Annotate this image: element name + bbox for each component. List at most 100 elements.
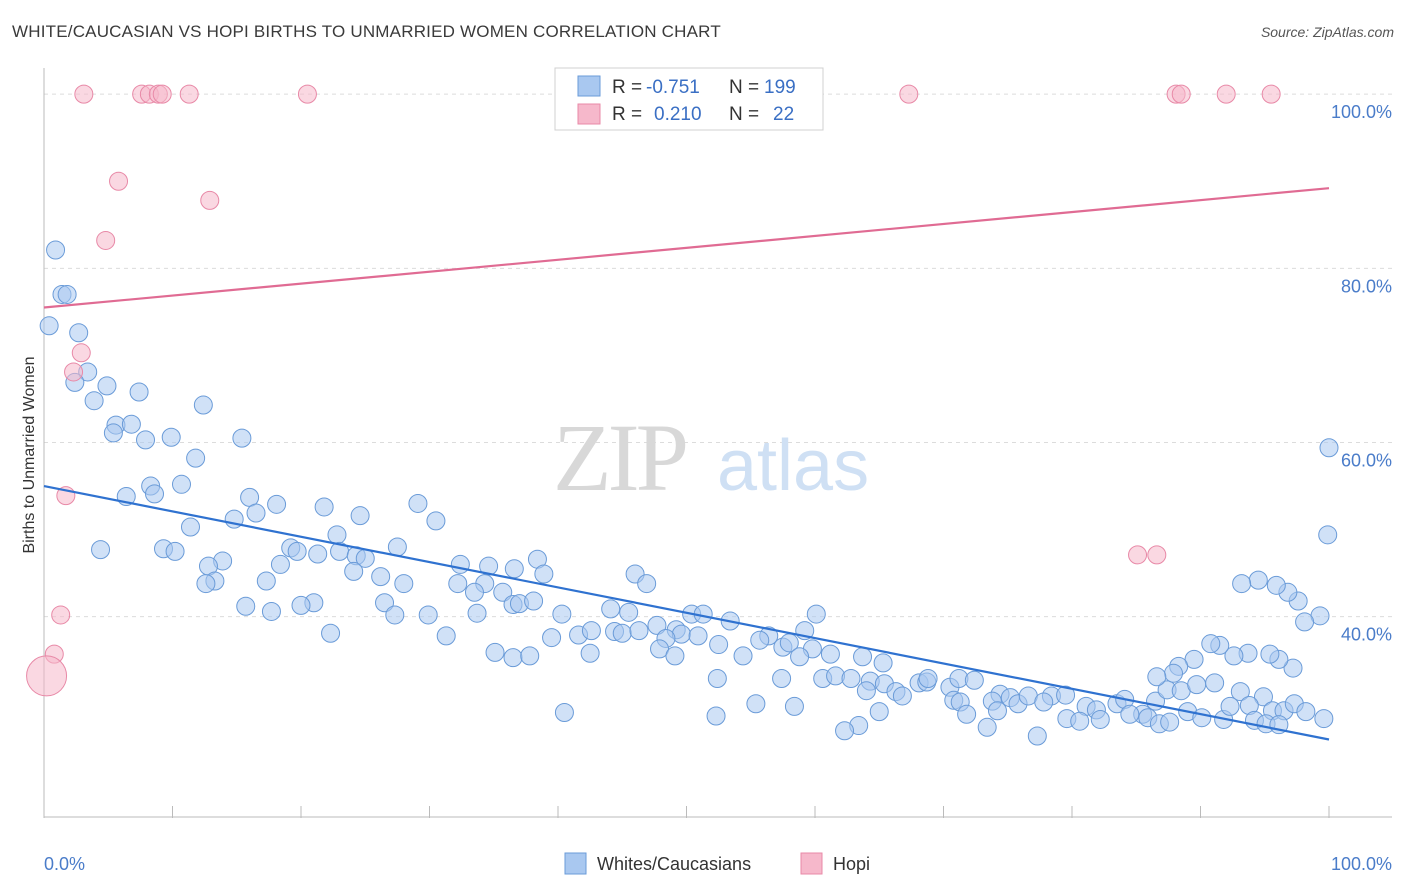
whites-point <box>612 623 632 643</box>
whites-point <box>193 395 213 415</box>
whites-point <box>772 669 792 689</box>
y-tick-label: 40.0% <box>1341 625 1392 645</box>
whites-point <box>1230 682 1250 702</box>
whites-point <box>534 564 554 584</box>
whites-point <box>629 621 649 641</box>
stats-legend-r-label-whites: R = <box>612 77 642 98</box>
whites-trend-line <box>43 484 1330 741</box>
whites-point <box>873 653 893 673</box>
whites-point <box>467 603 487 623</box>
whites-point <box>892 686 912 706</box>
chart-title: WHITE/CAUCASIAN VS HOPI BIRTHS TO UNMARR… <box>12 22 721 41</box>
whites-point <box>485 642 505 662</box>
whites-point <box>426 511 446 531</box>
whites-point <box>504 559 524 579</box>
whites-point <box>977 717 997 737</box>
whites-point <box>136 430 156 450</box>
whites-point <box>552 604 572 624</box>
whites-point <box>450 554 470 574</box>
whites-point <box>161 427 181 447</box>
whites-point <box>581 621 601 641</box>
legend-label-whites: Whites/Caucasians <box>597 854 751 874</box>
hopi-point <box>1261 84 1281 104</box>
whites-point <box>436 626 456 646</box>
whites-point <box>1192 708 1212 728</box>
whites-point <box>1164 663 1184 683</box>
whites-point <box>1147 667 1167 687</box>
whites-point <box>1283 658 1303 678</box>
trend-lines <box>43 187 1330 741</box>
whites-point <box>121 414 141 434</box>
whites-point <box>97 376 117 396</box>
stats-legend: R = -0.751 N = 199 R = 0.210 N = 22 <box>554 67 824 131</box>
legend-swatch-whites <box>564 852 587 875</box>
whites-point <box>707 669 727 689</box>
whites-point <box>1248 570 1268 590</box>
whites-point <box>91 540 111 560</box>
y-tick-labels: 40.0% 60.0% 80.0% 100.0% <box>1331 102 1392 645</box>
whites-point <box>267 494 287 514</box>
whites-point <box>129 382 149 402</box>
whites-point <box>1253 687 1273 707</box>
whites-point <box>1090 709 1110 729</box>
whites-point <box>1120 704 1140 724</box>
whites-point <box>145 484 165 504</box>
whites-point <box>918 669 938 689</box>
stats-legend-n-label-whites: N = <box>729 77 759 98</box>
whites-point <box>784 696 804 716</box>
hopi-point <box>200 190 220 210</box>
whites-point <box>375 593 395 613</box>
whites-point <box>1205 673 1225 693</box>
whites-point <box>1160 712 1180 732</box>
whites-point <box>186 448 206 468</box>
whites-point <box>750 630 770 650</box>
whites-point <box>165 541 185 561</box>
whites-point <box>580 643 600 663</box>
whites-point <box>256 571 276 591</box>
series-hopi-points <box>26 84 1281 697</box>
whites-point <box>1070 711 1090 731</box>
x-ticks <box>43 806 1330 818</box>
whites-point <box>408 493 428 513</box>
hopi-point <box>26 655 68 697</box>
whites-point <box>957 704 977 724</box>
whites-point <box>103 423 123 443</box>
whites-point <box>57 284 77 304</box>
y-tick-label: 100.0% <box>1331 102 1392 122</box>
whites-point <box>706 706 726 726</box>
whites-point <box>835 721 855 741</box>
hopi-point <box>297 84 317 104</box>
whites-point <box>394 574 414 594</box>
y-tick-label: 80.0% <box>1341 276 1392 296</box>
whites-point <box>1260 644 1280 664</box>
whites-point <box>964 670 984 690</box>
whites-point <box>314 497 334 517</box>
whites-point <box>1266 575 1286 595</box>
hopi-point <box>64 362 84 382</box>
whites-point <box>261 601 281 621</box>
hopi-point <box>179 84 199 104</box>
stats-legend-n-value-whites: 199 <box>764 77 796 98</box>
whites-point <box>520 646 540 666</box>
whites-point <box>841 669 861 689</box>
whites-point <box>1296 702 1316 722</box>
watermark-zip: ZIP <box>553 404 686 511</box>
stats-legend-n-label-hopi: N = <box>729 104 759 125</box>
whites-point <box>196 574 216 594</box>
whites-point <box>344 561 364 581</box>
hopi-point <box>1147 545 1167 565</box>
whites-point <box>1220 696 1240 716</box>
whites-point <box>308 544 328 564</box>
hopi-point <box>96 230 116 250</box>
whites-point <box>493 582 513 602</box>
hopi-trend-line <box>43 187 1330 309</box>
whites-point <box>39 316 59 336</box>
whites-point <box>1319 438 1339 458</box>
whites-point <box>619 602 639 622</box>
legend-label-hopi: Hopi <box>833 854 870 874</box>
whites-point <box>448 574 468 594</box>
stats-legend-n-value-hopi: 22 <box>773 104 794 125</box>
hopi-point <box>109 171 129 191</box>
series-whites-points <box>39 240 1339 746</box>
whites-point <box>1187 675 1207 695</box>
